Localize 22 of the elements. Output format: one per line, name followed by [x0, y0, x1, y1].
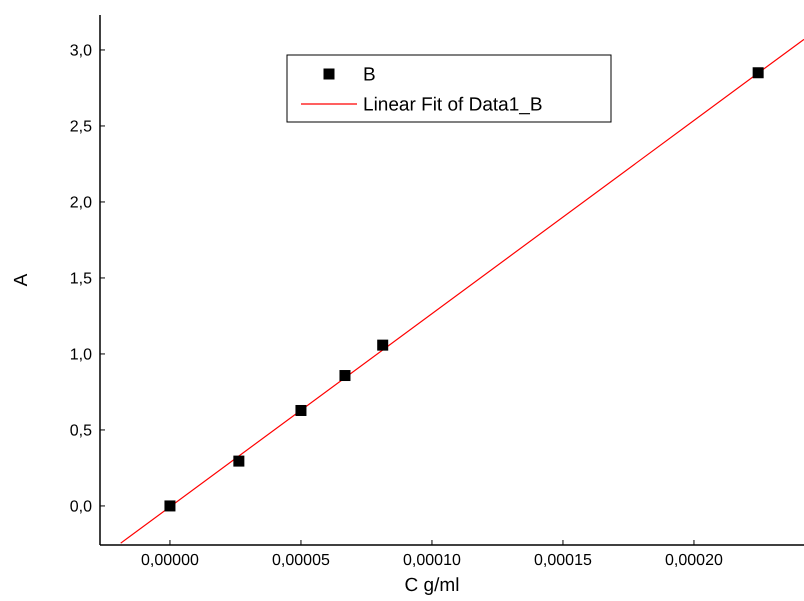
y-tick-label: 3,0 [70, 42, 92, 60]
point [377, 340, 388, 351]
point [164, 500, 176, 512]
x-tick-label: 0,00010 [403, 552, 461, 569]
x-axis-title: C g/ml [404, 575, 460, 596]
x-tick-label: 0,00015 [534, 552, 592, 569]
y-tick-label: 2,0 [70, 194, 92, 212]
legend-label: Linear Fit of Data1_B [363, 94, 543, 116]
point [233, 456, 244, 467]
y-tick-label: 1,0 [70, 346, 92, 364]
y-tick-label: 0,0 [70, 498, 92, 516]
x-tick-label: 0,00005 [272, 552, 330, 569]
y-tick-label: 0,5 [70, 422, 92, 440]
x-tick-label: 0,00020 [665, 552, 723, 569]
y-axis-title: A [11, 273, 32, 286]
y-tick-label: 2,5 [70, 118, 92, 136]
y-tick-label: 1,5 [70, 270, 92, 288]
legend-label: B [363, 64, 376, 86]
x-tick-label: 0,00000 [141, 552, 199, 569]
point [295, 404, 306, 416]
point [339, 370, 350, 382]
point [752, 67, 764, 78]
